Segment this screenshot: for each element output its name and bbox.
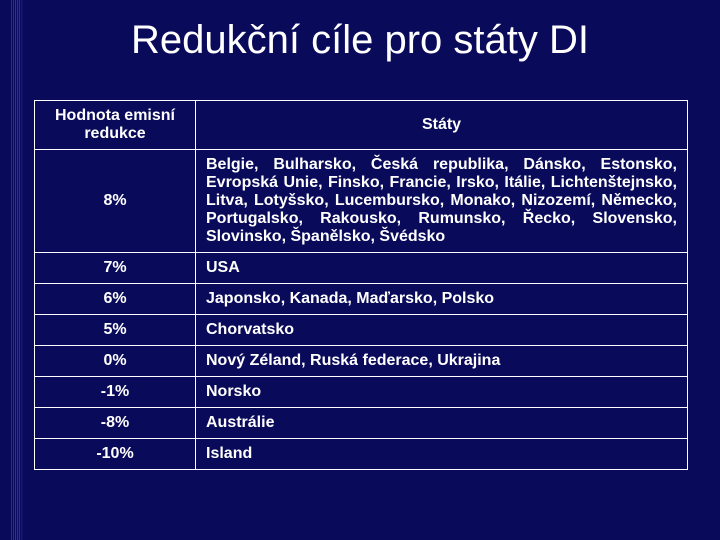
cell-states: USA <box>196 253 688 284</box>
cell-value: 0% <box>35 346 196 377</box>
cell-states: Belgie, Bulharsko, Česká republika, Dáns… <box>196 150 688 253</box>
cell-states: Nový Zéland, Ruská federace, Ukrajina <box>196 346 688 377</box>
table-row: 8% Belgie, Bulharsko, Česká republika, D… <box>35 150 688 253</box>
header-states: Státy <box>196 101 688 150</box>
reduction-table: Hodnota emisní redukce Státy 8% Belgie, … <box>34 100 688 470</box>
table-row: 0% Nový Zéland, Ruská federace, Ukrajina <box>35 346 688 377</box>
table-header-row: Hodnota emisní redukce Státy <box>35 101 688 150</box>
cell-states: Norsko <box>196 377 688 408</box>
page-title: Redukční cíle pro státy DI <box>0 18 720 63</box>
cell-value: -10% <box>35 439 196 470</box>
table-row: -8% Austrálie <box>35 408 688 439</box>
cell-value: 5% <box>35 315 196 346</box>
table-row: 7% USA <box>35 253 688 284</box>
cell-states: Japonsko, Kanada, Maďarsko, Polsko <box>196 284 688 315</box>
table-row: -1% Norsko <box>35 377 688 408</box>
decorative-stripes <box>11 0 21 540</box>
cell-states: Chorvatsko <box>196 315 688 346</box>
table-row: 6% Japonsko, Kanada, Maďarsko, Polsko <box>35 284 688 315</box>
cell-value: 6% <box>35 284 196 315</box>
cell-states: Island <box>196 439 688 470</box>
table-row: 5% Chorvatsko <box>35 315 688 346</box>
cell-value: 8% <box>35 150 196 253</box>
cell-states: Austrálie <box>196 408 688 439</box>
cell-value: 7% <box>35 253 196 284</box>
cell-value: -8% <box>35 408 196 439</box>
cell-value: -1% <box>35 377 196 408</box>
header-reduction-value: Hodnota emisní redukce <box>35 101 196 150</box>
table-row: -10% Island <box>35 439 688 470</box>
